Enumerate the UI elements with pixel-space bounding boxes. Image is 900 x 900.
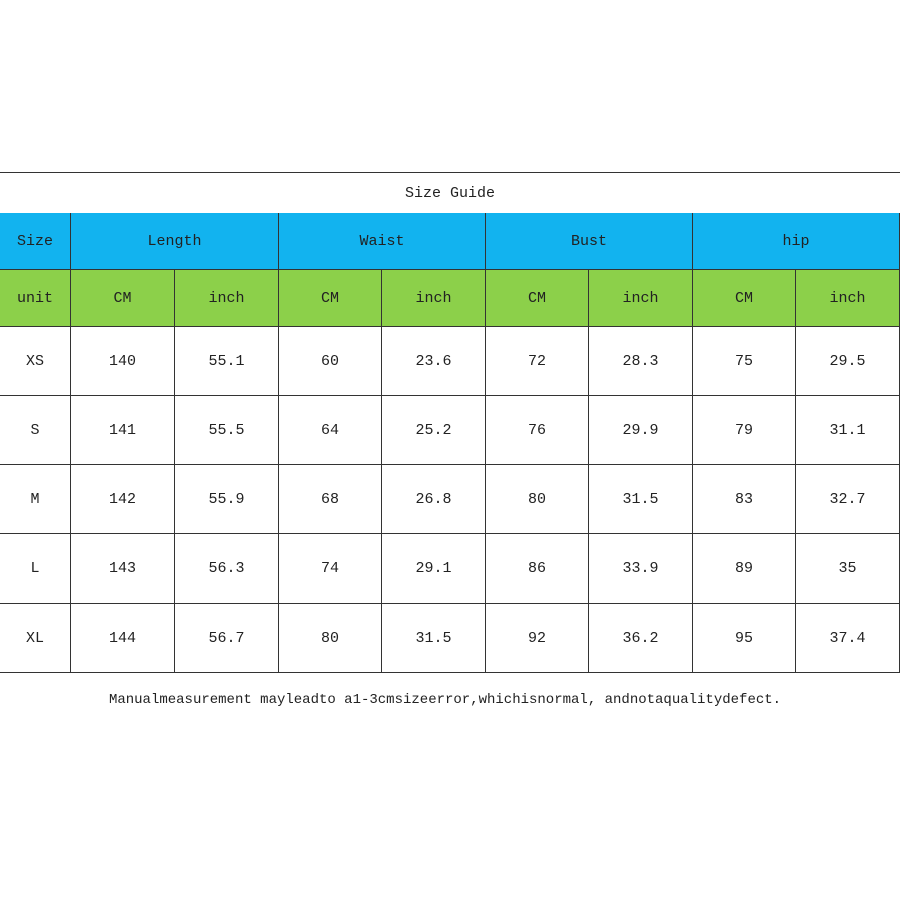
table-cell: 79 <box>693 396 796 465</box>
unit-cell: CM <box>486 270 589 327</box>
table-cell: 32.7 <box>796 465 900 534</box>
table-cell: 75 <box>693 327 796 396</box>
header-cell: Size <box>0 213 71 270</box>
table-cell: XL <box>0 604 71 673</box>
table-cell: 55.5 <box>175 396 279 465</box>
table-cell: 31.5 <box>589 465 693 534</box>
unit-cell: CM <box>71 270 175 327</box>
unit-cell: unit <box>0 270 71 327</box>
table-cell: 89 <box>693 534 796 604</box>
table-cell: 29.5 <box>796 327 900 396</box>
table-cell: 142 <box>71 465 175 534</box>
table-cell: XS <box>0 327 71 396</box>
table-cell: 36.2 <box>589 604 693 673</box>
table-cell: M <box>0 465 71 534</box>
unit-cell: inch <box>175 270 279 327</box>
table-cell: 56.3 <box>175 534 279 604</box>
header-cell: hip <box>693 213 900 270</box>
header-cell: Length <box>71 213 279 270</box>
table-cell: 83 <box>693 465 796 534</box>
table-cell: 92 <box>486 604 589 673</box>
table-cell: 55.1 <box>175 327 279 396</box>
table-cell: 55.9 <box>175 465 279 534</box>
table-cell: 31.1 <box>796 396 900 465</box>
table-cell: 143 <box>71 534 175 604</box>
table-cell: 80 <box>486 465 589 534</box>
table-cell: 72 <box>486 327 589 396</box>
table-cell: 68 <box>279 465 382 534</box>
unit-cell: CM <box>693 270 796 327</box>
table-cell: 56.7 <box>175 604 279 673</box>
table-cell: 95 <box>693 604 796 673</box>
table-cell: 76 <box>486 396 589 465</box>
table-cell: 28.3 <box>589 327 693 396</box>
table-cell: 31.5 <box>382 604 486 673</box>
table-cell: 23.6 <box>382 327 486 396</box>
unit-cell: CM <box>279 270 382 327</box>
table-cell: 86 <box>486 534 589 604</box>
header-cell: Bust <box>486 213 693 270</box>
table-cell: 26.8 <box>382 465 486 534</box>
table-cell: 140 <box>71 327 175 396</box>
table-cell: 80 <box>279 604 382 673</box>
header-cell: Waist <box>279 213 486 270</box>
table-cell: 64 <box>279 396 382 465</box>
table-cell: 37.4 <box>796 604 900 673</box>
table-cell: 35 <box>796 534 900 604</box>
table-cell: 141 <box>71 396 175 465</box>
table-cell: 25.2 <box>382 396 486 465</box>
table-cell: 29.1 <box>382 534 486 604</box>
unit-cell: inch <box>589 270 693 327</box>
table-cell: 29.9 <box>589 396 693 465</box>
unit-cell: inch <box>382 270 486 327</box>
table-cell: 60 <box>279 327 382 396</box>
table-cell: S <box>0 396 71 465</box>
unit-cell: inch <box>796 270 900 327</box>
table-cell: L <box>0 534 71 604</box>
note: Manualmeasurement mayleadto a1-3cmsizeer… <box>108 692 782 708</box>
table-cell: 33.9 <box>589 534 693 604</box>
table-cell: 74 <box>279 534 382 604</box>
table-cell: 144 <box>71 604 175 673</box>
table-title: Size Guide <box>0 172 900 214</box>
